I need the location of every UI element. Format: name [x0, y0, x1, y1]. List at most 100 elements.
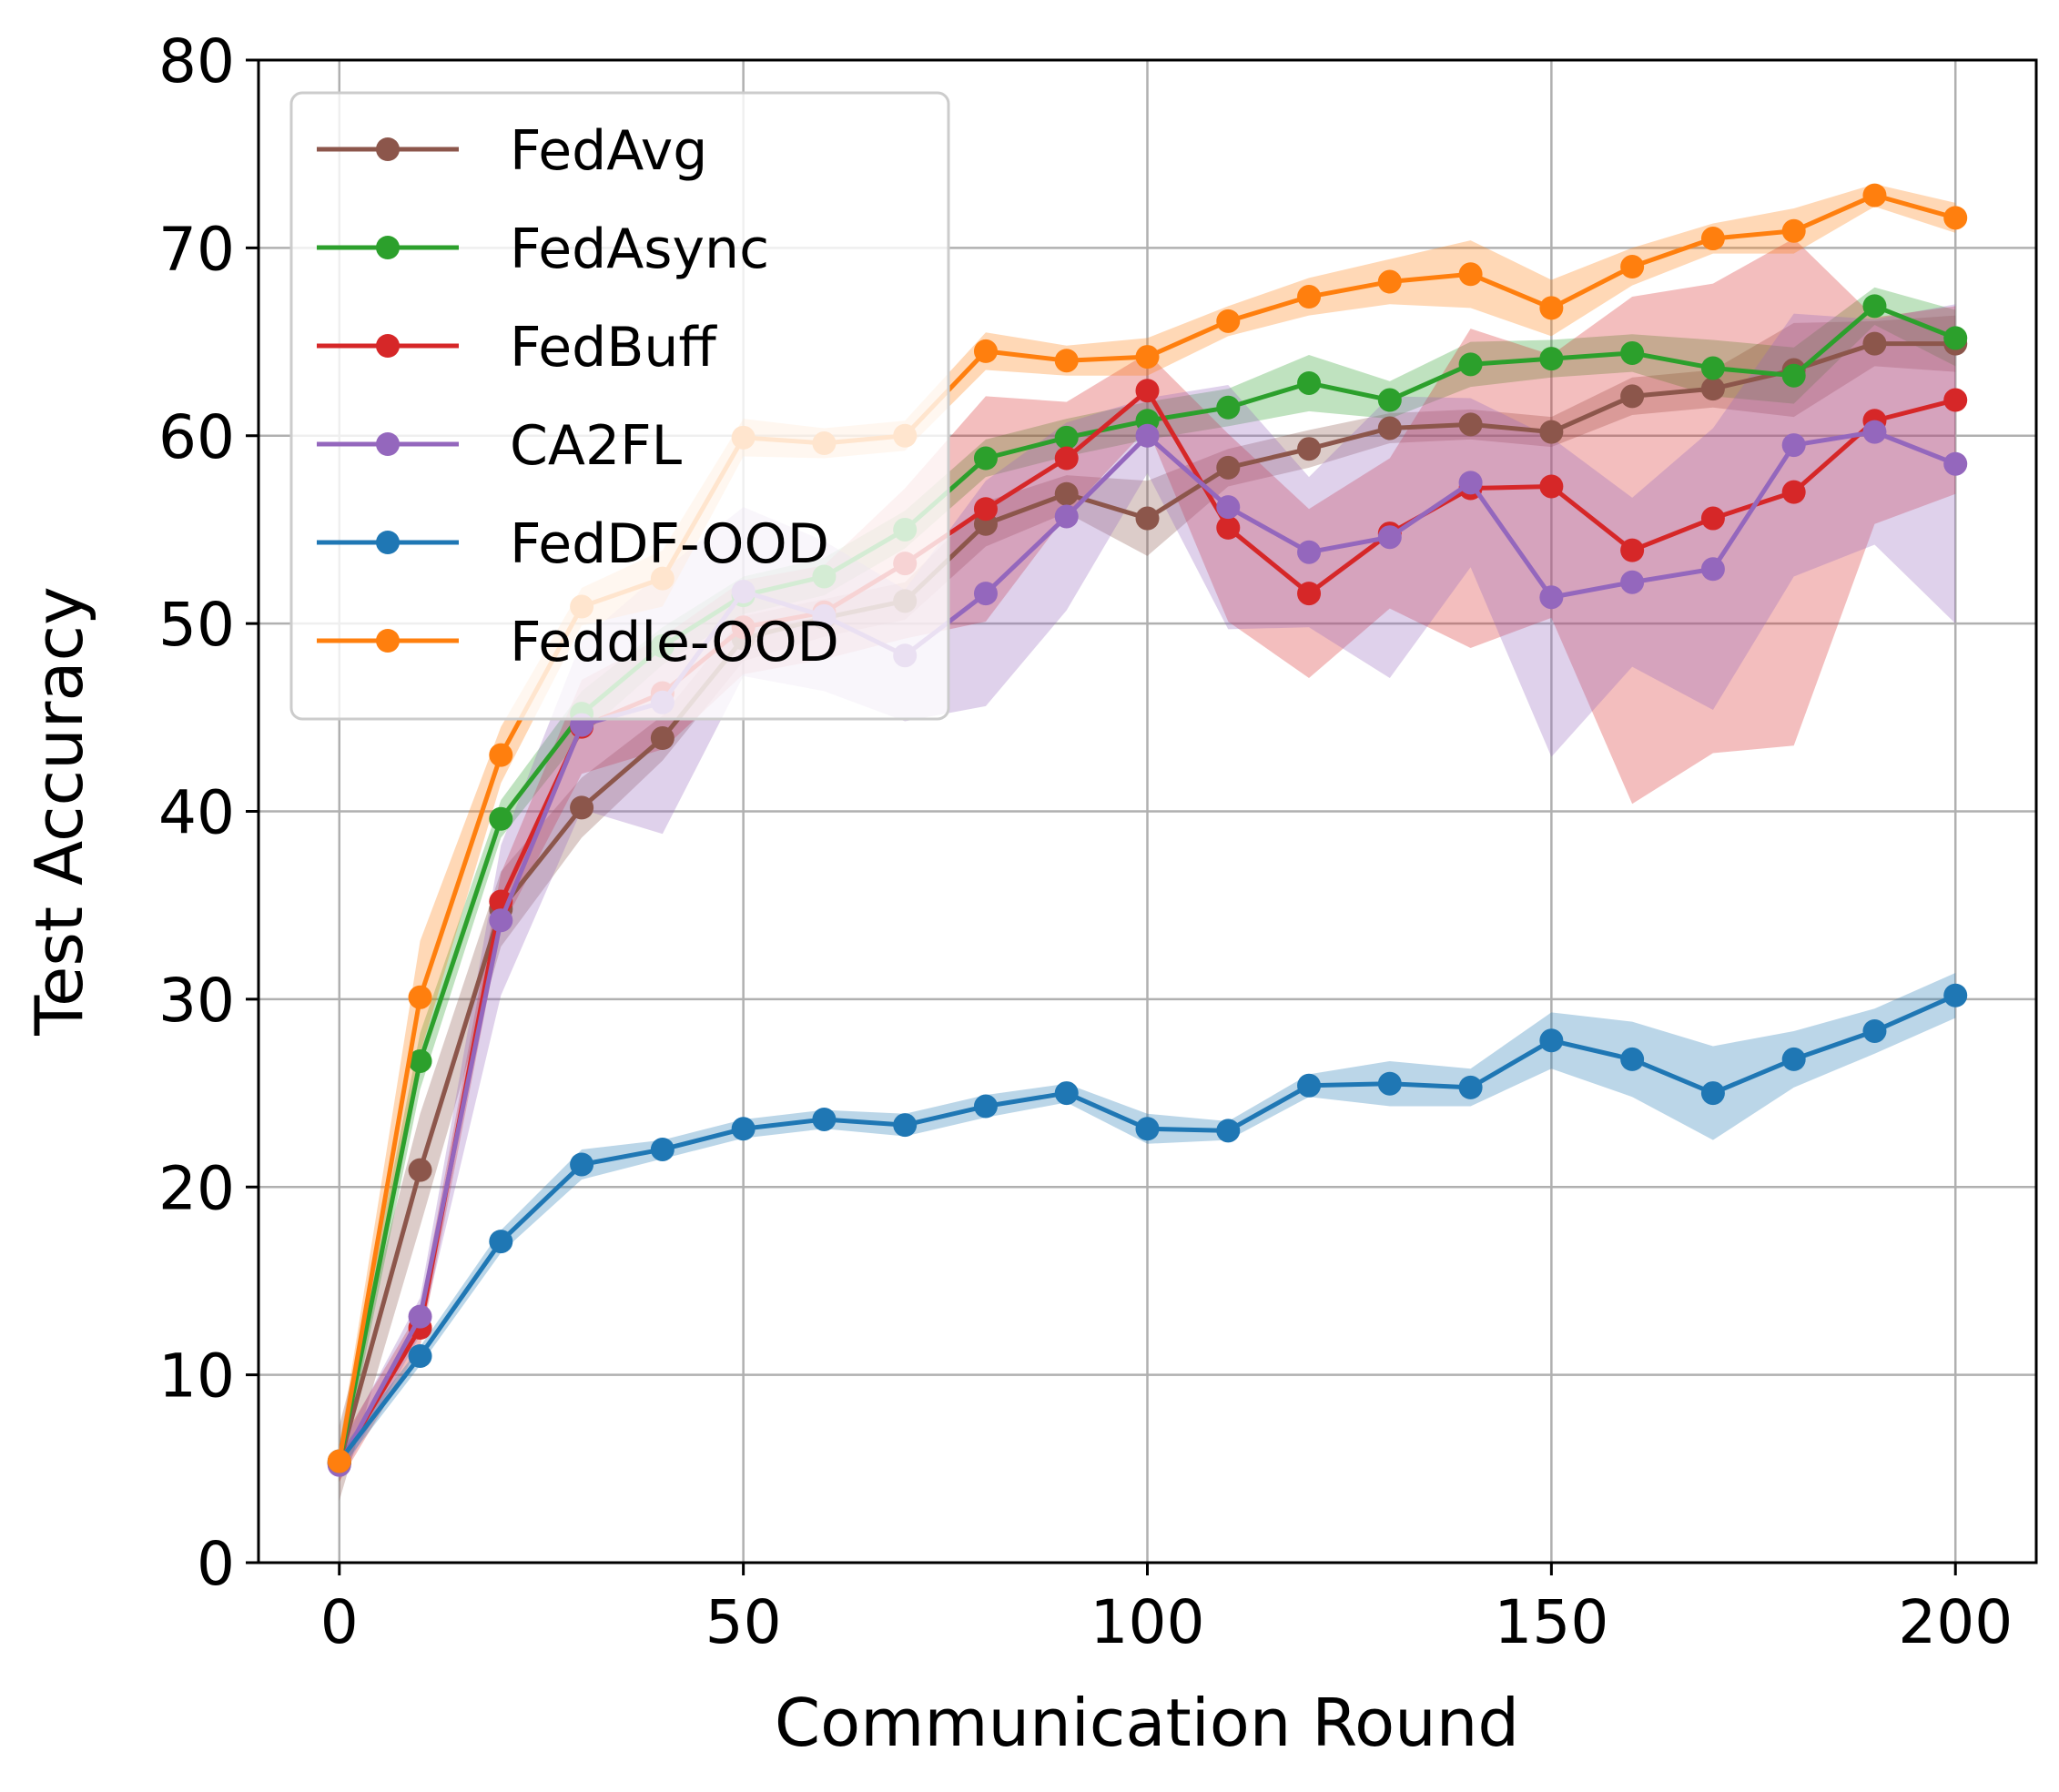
fedavg-point — [1539, 420, 1564, 444]
feddle-ood-point — [1377, 269, 1402, 294]
feddf-ood-point — [1620, 1047, 1645, 1071]
fedasync-point — [1620, 340, 1645, 365]
feddf-ood-point — [650, 1137, 674, 1161]
x-tick-label: 0 — [320, 1587, 359, 1657]
fedavg-point — [1135, 506, 1160, 531]
y-tick-label: 20 — [158, 1153, 235, 1223]
legend-label: FedAvg — [510, 119, 707, 183]
legend: FedAvg FedAsync FedBuff CA2FL FedDF-OOD Feddl… — [289, 91, 950, 721]
ca2fl-point — [1458, 471, 1483, 495]
feddf-ood-point — [731, 1117, 756, 1141]
ca2fl-point — [973, 582, 998, 606]
y-tick-label: 50 — [158, 590, 235, 660]
legend-marker — [376, 236, 400, 259]
feddle-ood-point — [327, 1449, 351, 1473]
y-tick-label: 10 — [158, 1341, 235, 1412]
fedavg-point — [650, 726, 674, 751]
fedasync-point — [973, 446, 998, 471]
ca2fl-point — [408, 1304, 432, 1329]
fedbuff-point — [1700, 506, 1725, 531]
fedbuff-band — [339, 238, 1956, 1483]
x-tick-label: 200 — [1898, 1587, 2013, 1657]
feddle-ood-point — [1862, 183, 1887, 208]
fedavg-point — [1458, 412, 1483, 437]
feddle-ood-point — [1135, 345, 1160, 370]
ca2fl-point — [1135, 423, 1160, 448]
ca2fl-point — [1620, 570, 1645, 594]
feddf-ood-point — [408, 1343, 432, 1368]
fedasync-point — [1297, 370, 1322, 395]
legend-entry-fedasync: FedAsync — [317, 218, 769, 281]
legend-label: Feddle-OOD — [510, 611, 839, 674]
legend-marker — [376, 531, 400, 554]
x-tick-label: 150 — [1494, 1587, 1608, 1657]
fedasync-point — [1862, 294, 1887, 319]
ca2fl-point — [1377, 525, 1402, 550]
y-tick-label: 0 — [197, 1529, 235, 1599]
fedavg-point — [570, 795, 594, 820]
legend-label: FedDF-OOD — [510, 512, 829, 576]
ca2fl-point — [1943, 451, 1968, 476]
feddle-ood-point — [1700, 227, 1725, 251]
fedbuff-point — [1297, 582, 1322, 606]
fedavg-point — [1700, 377, 1725, 401]
ca2fl-point — [1862, 420, 1887, 444]
fedasync-point — [1216, 395, 1241, 420]
feddf-ood-point — [1054, 1081, 1079, 1106]
feddf-ood-point — [1862, 1018, 1887, 1043]
legend-entry-feddf-ood: FedDF-OOD — [317, 512, 829, 576]
ca2fl-point — [1297, 540, 1322, 564]
feddle-ood-point — [1054, 349, 1079, 373]
fedasync-point — [1054, 425, 1079, 450]
legend-marker — [376, 432, 400, 456]
y-tick-label: 30 — [158, 966, 235, 1036]
y-tick-label: 40 — [158, 778, 235, 848]
feddf-ood-series — [327, 983, 1968, 1473]
legend-label: FedBuff — [510, 316, 717, 380]
fedasync-point — [1458, 352, 1483, 377]
fedavg-band — [339, 315, 1956, 1501]
feddle-ood-point — [1620, 255, 1645, 279]
feddf-ood-point — [1377, 1071, 1402, 1096]
y-tick-label: 70 — [158, 214, 235, 284]
fedasync-point — [1700, 356, 1725, 380]
feddf-ood-point — [1539, 1028, 1564, 1053]
y-axis-title: Test Accuracy — [21, 586, 97, 1036]
feddf-ood-point — [570, 1152, 594, 1177]
ca2fl-point — [1539, 585, 1564, 610]
feddle-ood-point — [1216, 309, 1241, 333]
feddf-ood-point — [1700, 1081, 1725, 1106]
legend-entry-ca2fl: CA2FL — [317, 414, 683, 478]
feddf-ood-point — [1297, 1073, 1322, 1098]
ca2fl-point — [1781, 433, 1806, 458]
feddle-ood-point — [973, 339, 998, 363]
x-tick-label: 100 — [1090, 1587, 1205, 1657]
fedasync-point — [1539, 347, 1564, 371]
feddle-ood-point — [408, 985, 432, 1009]
fedavg-point — [1054, 481, 1079, 506]
fedbuff-point — [1054, 446, 1079, 471]
fedavg-point — [1377, 416, 1402, 440]
feddle-ood-point — [1297, 285, 1322, 309]
feddle-ood-point — [1458, 262, 1483, 287]
x-tick-label: 50 — [705, 1587, 782, 1657]
fedbuff-point — [1781, 480, 1806, 504]
fedasync-point — [1781, 363, 1806, 388]
fedbuff-point — [973, 497, 998, 521]
fedasync-point — [408, 1048, 432, 1073]
feddle-ood-point — [1943, 206, 1968, 230]
legend-marker — [376, 629, 400, 653]
axis-ticks: 0 50 100 150 200 0 10 20 30 40 50 60 70 80 — [158, 26, 2013, 1657]
legend-label: CA2FL — [510, 414, 683, 478]
legend-entry-fedavg: FedAvg — [317, 119, 707, 183]
feddle-ood-point — [1539, 296, 1564, 320]
fedbuff-point — [1216, 515, 1241, 540]
legend-marker — [376, 334, 400, 358]
legend-entry-feddle-ood: Feddle-OOD — [317, 611, 839, 674]
fedavg-point — [1862, 331, 1887, 356]
feddle-ood-point — [1781, 218, 1806, 243]
ca2fl-point — [1054, 504, 1079, 529]
feddf-ood-point — [973, 1094, 998, 1119]
ca2fl-point — [489, 908, 513, 933]
